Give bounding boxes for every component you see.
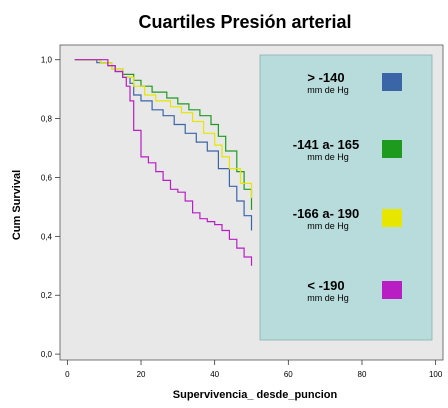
survival-curves [74, 59, 253, 266]
axes: 0 20 40 60 80 100 0,0 0,2 0,4 0,6 0,8 1,0 [41, 56, 443, 379]
legend-label: < -190 [307, 278, 344, 293]
y-tick-label: 0,2 [41, 291, 53, 300]
x-tick-label: 40 [210, 370, 219, 379]
x-tick-label: 0 [65, 370, 70, 379]
x-tick-label: 20 [137, 370, 146, 379]
legend-box [259, 54, 433, 341]
legend-unit: mm de Hg [307, 85, 349, 95]
legend-swatch [382, 209, 402, 227]
series-line-2 [74, 59, 253, 199]
legend-swatch [382, 281, 402, 299]
legend-swatch [382, 140, 402, 158]
y-tick-label: 1,0 [41, 56, 53, 65]
legend-swatch [382, 73, 402, 91]
legend-label: -166 a- 190 [293, 206, 360, 221]
x-tick-label: 80 [358, 370, 367, 379]
legend-unit: mm de Hg [307, 152, 349, 162]
y-tick-label: 0,6 [41, 173, 53, 182]
chart-title: Cuartiles Presión arterial [138, 12, 351, 32]
x-tick-label: 100 [429, 370, 443, 379]
y-tick-label: 0,4 [41, 232, 53, 241]
series-line-3 [74, 59, 253, 266]
y-axis-label: Cum Survival [11, 170, 23, 240]
legend-label: -141 a- 165 [293, 137, 360, 152]
legend-unit: mm de Hg [307, 221, 349, 231]
x-axis-label: Supervivencia_ desde_puncion [173, 389, 338, 401]
y-tick-label: 0,0 [41, 350, 53, 359]
legend-label: > -140 [307, 70, 344, 85]
legend-unit: mm de Hg [307, 293, 349, 303]
x-tick-label: 60 [284, 370, 293, 379]
y-tick-label: 0,8 [41, 115, 53, 124]
